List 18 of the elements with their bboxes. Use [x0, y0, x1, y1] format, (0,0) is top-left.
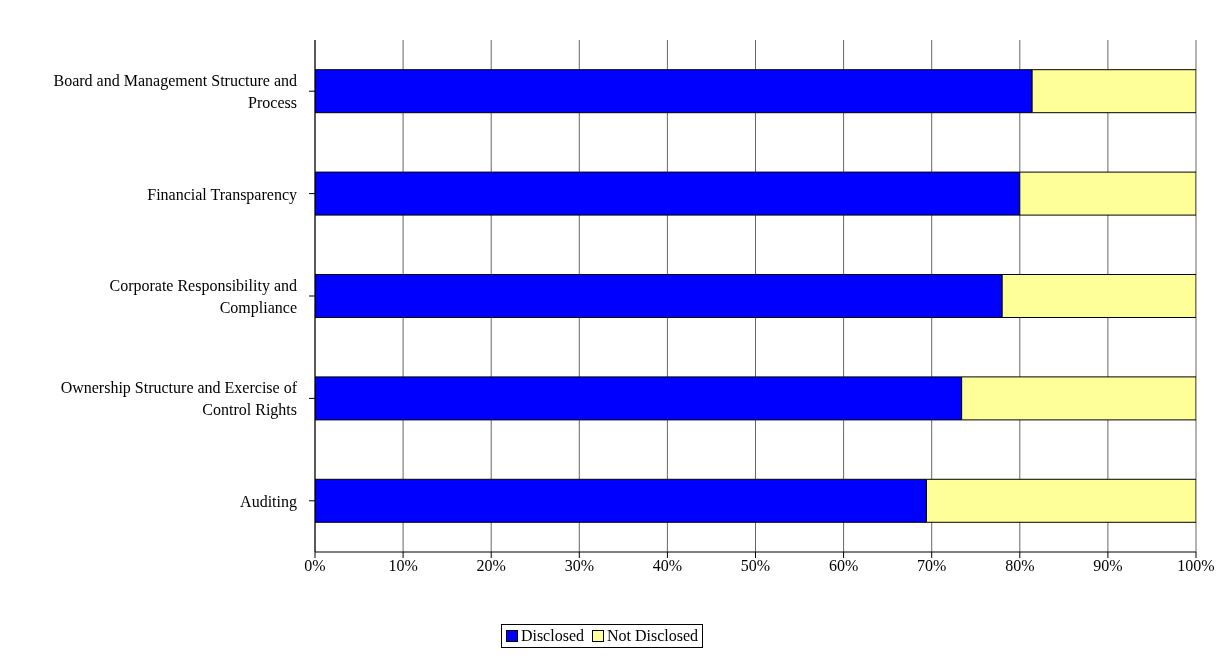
y-tick-label: Auditing — [240, 492, 297, 511]
x-tick-label: 20% — [476, 557, 506, 575]
x-tick-label: 70% — [917, 557, 947, 575]
x-tick-label: 30% — [564, 557, 594, 575]
x-tick-label: 10% — [388, 557, 418, 575]
y-tick-label: Financial Transparency — [147, 185, 297, 204]
legend-label: Not Disclosed — [606, 627, 699, 645]
x-tick-label: 60% — [828, 557, 859, 575]
y-tick-label: Ownership Structure and Exercise of Control Rights — [60, 378, 298, 419]
x-tick-label: 50% — [740, 557, 771, 575]
x-tick-label: 40% — [652, 557, 683, 575]
x-tick-label: 0% — [304, 557, 326, 575]
x-tick-label: 80% — [1005, 557, 1035, 575]
x-tick-label: 90% — [1093, 557, 1123, 575]
legend-label: Disclosed — [519, 627, 584, 645]
y-tick-label: Corporate Responsibility and Compliance — [109, 276, 297, 317]
y-tick-label: Board and Management Structure and Process — [53, 71, 297, 111]
x-tick-label: 100% — [1177, 557, 1215, 575]
